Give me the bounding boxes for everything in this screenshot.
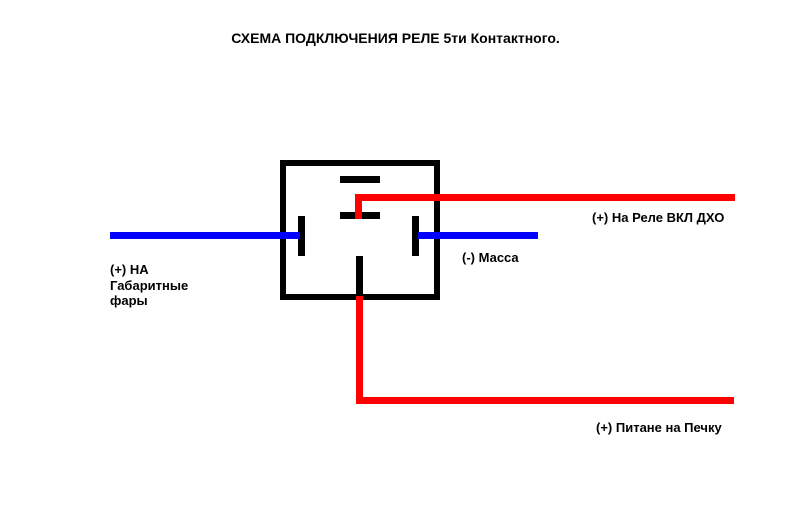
label-heater: (+) Питане на Печку [596,420,722,436]
wire-center-red-down [355,200,362,219]
wire-bottom-red-right [356,397,734,404]
label-left: (+) НА Габаритные фары [110,262,188,309]
wire-center-red-right [355,194,735,201]
wire-right-blue [418,232,538,239]
label-relay-dho: (+) На Реле ВКЛ ДХО [592,210,724,226]
label-mass: (-) Масса [462,250,519,266]
diagram-title: СХЕМА ПОДКЛЮЧЕНИЯ РЕЛЕ 5ти Контактного. [0,30,791,46]
wire-bottom-red-down [356,296,363,404]
diagram-canvas: СХЕМА ПОДКЛЮЧЕНИЯ РЕЛЕ 5ти Контактного. … [0,0,791,515]
wire-left-blue [110,232,300,239]
pin-top [340,176,380,183]
pin-bottom [356,256,363,296]
